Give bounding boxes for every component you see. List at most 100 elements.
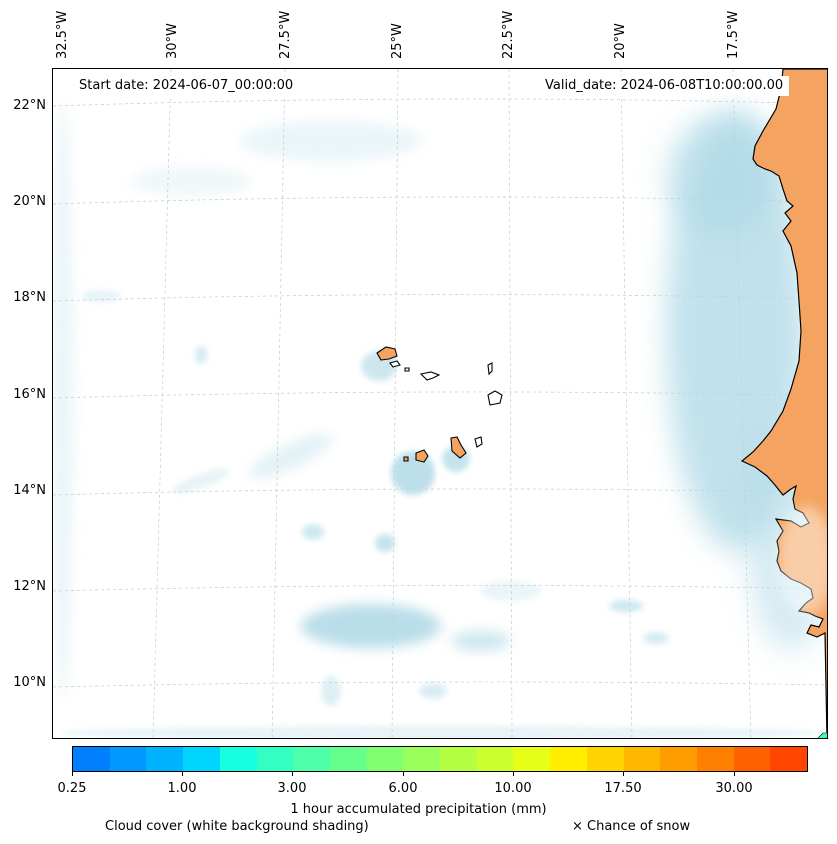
- lat-label-16n: 16°N: [13, 387, 46, 402]
- colorbar-swatch-16: [660, 747, 697, 771]
- grid-lat-18n: [53, 294, 827, 302]
- colorbar-swatch-10: [440, 747, 477, 771]
- island-brava: [403, 456, 409, 462]
- legend-chance-of-snow: × Chance of snow: [572, 819, 691, 834]
- colorbar-tick-mark: [182, 772, 183, 776]
- lat-label-10n: 10°N: [13, 675, 46, 690]
- cloud-streak-1: [249, 434, 333, 478]
- colorbar-swatch-13: [550, 747, 587, 771]
- cloud-east-1: [609, 600, 643, 612]
- grid-lon-22-5w: [508, 69, 513, 738]
- colorbar-tick-label: 30.00: [715, 781, 753, 796]
- grid-lon-27-5w: [271, 69, 286, 738]
- legend-cloud-cover: Cloud cover (white background shading): [105, 819, 369, 834]
- colorbar-tick-label: 10.00: [494, 781, 532, 796]
- lon-label-17-5w: 17.5°W: [726, 10, 741, 59]
- colorbar-swatch-1: [109, 747, 147, 771]
- lon-label-22-5w: 22.5°W: [501, 10, 516, 59]
- cloud-bottom-edge: [61, 726, 821, 738]
- cloud-east-2: [643, 632, 669, 644]
- cloud-south-1: [375, 534, 395, 552]
- island-boa-vista: [487, 390, 503, 406]
- colorbar-tick-mark: [72, 772, 73, 776]
- valid-date-label: Valid_date: 2024-06-08T10:00:00.00: [539, 76, 790, 96]
- grid-lon-20w: [620, 69, 633, 738]
- cloud-sw-1: [321, 676, 341, 706]
- colorbar-swatch-17: [696, 747, 734, 771]
- lon-label-25w: 25°W: [390, 23, 405, 59]
- colorbar-title: 1 hour accumulated precipitation (mm): [290, 802, 547, 817]
- cloud-south-2: [302, 524, 324, 540]
- colorbar-tick-label: 17.50: [604, 781, 642, 796]
- cloud-band-south-tail: [451, 631, 511, 651]
- colorbar-swatch-8: [366, 747, 404, 771]
- cloud-fogo: [391, 451, 435, 495]
- cloud-west-edge: [53, 101, 73, 701]
- precipitation-colorbar: [72, 746, 808, 772]
- island-sao-vicente: [389, 360, 401, 368]
- island-sao-nicolau: [419, 371, 441, 381]
- cloud-north-1: [241, 121, 421, 161]
- colorbar-swatch-14: [586, 747, 624, 771]
- colorbar-swatch-12: [513, 747, 551, 771]
- lat-label-14n: 14°N: [13, 483, 46, 498]
- colorbar-tick-mark: [623, 772, 624, 776]
- colorbar-swatch-2: [146, 747, 184, 771]
- cape-verde-islands: [376, 346, 503, 463]
- colorbar-swatch-18: [733, 747, 771, 771]
- map-canvas[interactable]: [52, 68, 828, 739]
- colorbar-swatch-3: [183, 747, 220, 771]
- grid-lat-16n: [53, 391, 827, 399]
- island-maio: [474, 436, 483, 448]
- lat-label-20n: 20°N: [13, 194, 46, 209]
- colorbar-tick-label: 6.00: [388, 781, 418, 796]
- island-fogo: [415, 449, 429, 463]
- lon-label-20w: 20°W: [613, 23, 628, 59]
- colorbar-swatch-5: [256, 747, 294, 771]
- lon-label-30w: 30°W: [165, 23, 180, 59]
- cloud-cover-layer: [53, 101, 827, 738]
- colorbar-swatch-15: [623, 747, 661, 771]
- colorbar-swatch-4: [219, 747, 257, 771]
- colorbar-swatch-11: [476, 747, 514, 771]
- island-santiago: [450, 436, 467, 459]
- cloud-north-2: [131, 167, 251, 195]
- colorbar-tick-mark: [292, 772, 293, 776]
- cloud-band-south: [301, 604, 441, 648]
- island-santo-antao: [376, 346, 398, 361]
- cloud-mid-1: [195, 346, 207, 364]
- colorbar-swatch-6: [293, 747, 330, 771]
- map-svg: [53, 69, 827, 738]
- lat-label-18n: 18°N: [13, 290, 46, 305]
- cloud-sw-2: [419, 683, 447, 699]
- island-sal: [487, 362, 493, 376]
- lat-label-22n: 22°N: [13, 98, 46, 113]
- grid-lat-22n: [53, 98, 827, 107]
- colorbar-swatch-7: [329, 747, 367, 771]
- grid-lon-30w: [152, 69, 172, 738]
- grid-lat-14n: [53, 488, 827, 496]
- colorbar-tick-mark: [734, 772, 735, 776]
- cloud-mid-3: [481, 581, 541, 601]
- colorbar-tick-label: 0.25: [57, 781, 87, 796]
- colorbar-swatch-0: [73, 747, 110, 771]
- grid-lat-20n: [53, 196, 827, 205]
- land-cloud-south: [778, 506, 827, 616]
- island-santa-luzia: [404, 367, 410, 372]
- grid-lon-17-5w: [732, 69, 752, 738]
- precip-patch: [817, 732, 827, 738]
- colorbar-tick-label: 1.00: [167, 781, 197, 796]
- colorbar-tick-mark: [513, 772, 514, 776]
- cloud-mid-2: [81, 290, 121, 302]
- grid-lat-10n: [53, 681, 827, 688]
- lon-label-32-5w: 32.5°W: [55, 10, 70, 59]
- lat-label-12n: 12°N: [13, 579, 46, 594]
- cloud-streak-2: [172, 468, 230, 494]
- colorbar-tick-mark: [403, 772, 404, 776]
- colorbar-swatch-19: [770, 747, 808, 771]
- colorbar-swatch-9: [403, 747, 441, 771]
- start-date-label: Start date: 2024-06-07_00:00:00: [73, 76, 300, 96]
- lon-label-27-5w: 27.5°W: [278, 10, 293, 59]
- colorbar-tick-label: 3.00: [277, 781, 307, 796]
- grid-lat-12n: [53, 585, 827, 592]
